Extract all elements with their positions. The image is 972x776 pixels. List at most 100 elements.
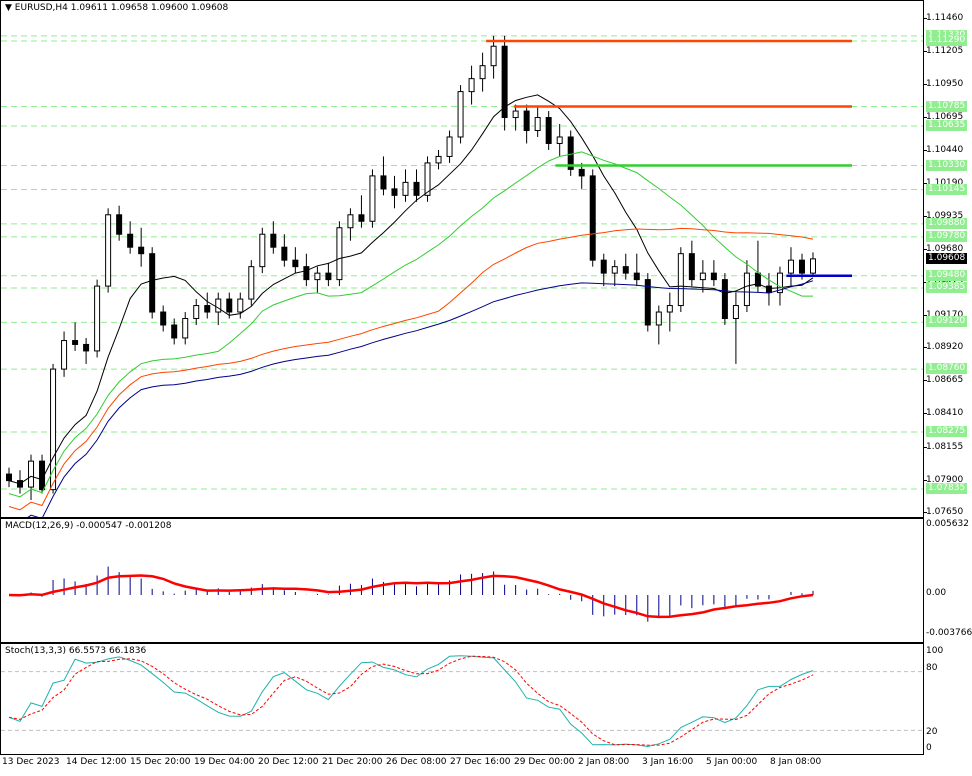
current-price-tag: 1.09608 <box>926 253 968 265</box>
candle <box>347 208 354 241</box>
price-axis-label: 1.10950 <box>926 79 964 90</box>
candle <box>160 305 167 332</box>
candle <box>182 312 189 345</box>
candle <box>39 454 46 494</box>
ma-fast-line <box>8 94 814 485</box>
candle <box>534 107 541 137</box>
chart-header: ▼ EURUSD,H4 1.09611 1.09658 1.09600 1.09… <box>5 3 228 13</box>
macd-axis-max: 0.005632 <box>926 519 969 529</box>
price-axis-label: 1.09680 <box>926 243 964 254</box>
price-axis-label: 1.10695 <box>926 112 964 123</box>
macd-svg <box>8 566 814 622</box>
candle <box>358 195 365 228</box>
price-axis-label: 1.08410 <box>926 408 964 419</box>
time-axis-label: 14 Dec 12:00 <box>66 757 127 767</box>
level-price-tag: 1.08275 <box>926 425 968 437</box>
candle <box>446 130 453 163</box>
candle <box>116 205 123 241</box>
price-axis-label: 1.11460 <box>926 13 964 23</box>
price-axis-tick <box>924 150 927 152</box>
stoch-signal-line <box>8 655 814 746</box>
chart-menu-arrow-icon[interactable]: ▼ <box>5 3 12 13</box>
macd-title: MACD(12,26,9) -0.000547 -0.001208 <box>5 521 172 531</box>
price-axis-label: 1.08155 <box>926 441 964 452</box>
candle <box>171 318 178 345</box>
level-price-tag: 1.07835 <box>926 483 968 494</box>
price-axis-label: 1.07900 <box>926 474 964 485</box>
macd-signal-line <box>8 574 814 619</box>
price-axis-tick <box>924 512 927 513</box>
time-axis-label: 5 Jan 00:00 <box>706 757 758 767</box>
price-axis-label: 1.10190 <box>926 178 963 189</box>
level-price-tag: 1.10145 <box>926 183 968 195</box>
candle <box>699 260 706 293</box>
candle <box>787 247 794 287</box>
stoch-axis-80: 80 <box>926 663 938 673</box>
candle <box>292 247 299 274</box>
candle <box>281 234 288 267</box>
price-axis-tick <box>924 479 927 481</box>
candle <box>259 227 266 274</box>
price-axis-tick <box>924 18 927 19</box>
candle <box>215 292 222 325</box>
time-axis-label: 15 Dec 20:00 <box>130 757 191 767</box>
candle <box>490 35 497 79</box>
price-axis-tick <box>924 281 927 283</box>
price-axis-tick <box>924 314 927 316</box>
price-axis-tick <box>924 215 927 217</box>
candle <box>512 104 519 131</box>
candle <box>237 292 244 319</box>
price-axis-label: 1.09935 <box>926 210 964 221</box>
candle <box>336 221 343 287</box>
candle <box>435 149 442 170</box>
candle <box>732 292 739 364</box>
candle <box>688 240 695 287</box>
price-axis-tick <box>924 446 927 448</box>
time-axis-label: 29 Dec 00:00 <box>514 757 575 767</box>
ma-mid-line <box>8 151 813 498</box>
candle <box>72 322 79 351</box>
candle <box>633 253 640 287</box>
ohlc-readout: 1.09611 1.09658 1.09600 1.09608 <box>70 3 229 13</box>
candle <box>479 52 486 92</box>
candle <box>105 208 112 293</box>
price-chart-svg <box>1 35 923 517</box>
stoch-axis-0: 0 <box>926 743 932 753</box>
candle <box>611 260 618 287</box>
candle <box>402 169 409 202</box>
candle <box>578 162 585 189</box>
candle <box>644 273 651 332</box>
level-price-tag: 1.10330 <box>926 159 968 171</box>
candle <box>314 266 321 293</box>
price-axis-label: 1.08665 <box>926 375 964 386</box>
candle <box>83 337 90 364</box>
candle <box>655 305 662 345</box>
level-price-tag: 1.09780 <box>926 230 968 242</box>
candle <box>523 104 530 144</box>
time-axis-label: 3 Jan 16:00 <box>642 757 694 767</box>
candle <box>127 221 134 254</box>
candle <box>710 260 717 287</box>
candle <box>413 169 420 202</box>
candle <box>94 279 101 358</box>
candle <box>17 470 24 494</box>
price-axis-tick <box>924 51 927 53</box>
candle <box>149 247 156 319</box>
time-axis-label: 13 Dec 2023 <box>2 757 60 767</box>
macd-axis-zero: 0.00 <box>926 588 947 598</box>
stoch-axis-100: 100 <box>926 646 944 656</box>
price-axis-tick <box>924 84 927 86</box>
stoch-main-line <box>8 655 814 748</box>
candle <box>138 227 145 267</box>
candle <box>600 253 607 287</box>
stochastic-pane[interactable]: Stoch(13,3,3) 66.5573 66.1836 <box>0 643 924 755</box>
candle <box>270 221 277 254</box>
candle <box>50 363 57 494</box>
macd-pane[interactable]: MACD(12,26,9) -0.000547 -0.001208 <box>0 518 924 643</box>
candle <box>6 467 12 488</box>
level-price-tag: 1.09120 <box>926 316 968 328</box>
time-axis-label: 21 Dec 20:00 <box>322 757 383 767</box>
candle <box>765 273 772 306</box>
candle <box>721 273 728 325</box>
price-chart-pane[interactable]: ▼ EURUSD,H4 1.09611 1.09658 1.09600 1.09… <box>0 0 924 518</box>
